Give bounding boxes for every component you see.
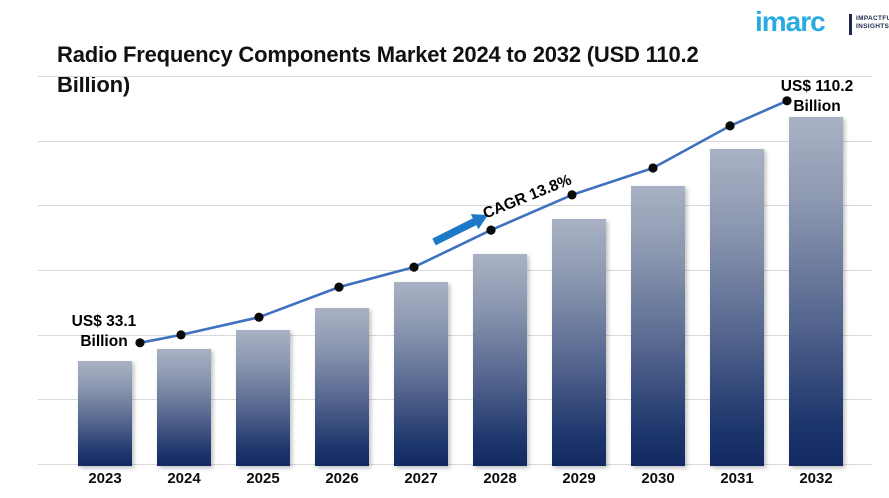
x-axis-label-2027: 2027 <box>404 470 438 487</box>
bar-2031 <box>710 149 764 466</box>
cagr-arrow-icon <box>432 214 488 246</box>
data-point-dot <box>648 163 658 173</box>
data-point-dot <box>409 262 419 272</box>
data-point-dot <box>486 225 496 235</box>
bar-2032 <box>789 116 843 466</box>
data-point-dot <box>254 312 264 322</box>
data-point-dot <box>176 330 186 340</box>
bar-2030 <box>631 185 685 466</box>
data-point-dot <box>334 282 344 292</box>
gridline <box>38 399 872 401</box>
imarc-logo-tagline: IMPACTFUL INSIGHTS <box>856 15 889 31</box>
x-axis-label-2025: 2025 <box>246 470 280 487</box>
bar-2026 <box>315 307 369 466</box>
logo-divider <box>849 14 852 35</box>
gridline <box>38 334 872 336</box>
x-axis-label-2031: 2031 <box>720 470 754 487</box>
imarc-logo: imarc IMPACTFUL INSIGHTS <box>755 6 889 46</box>
end-value-label: US$ 110.2 Billion <box>780 78 854 116</box>
x-axis-label-2023: 2023 <box>88 470 122 487</box>
gridline <box>38 464 872 465</box>
bar-2028 <box>473 253 527 466</box>
x-axis-label-2028: 2028 <box>483 470 517 487</box>
chart-title: Radio Frequency Components Market 2024 t… <box>57 42 699 97</box>
bar-2023 <box>78 361 132 466</box>
imarc-logo-brand: imarc <box>755 6 826 37</box>
x-axis-label-2029: 2029 <box>562 470 596 487</box>
bar-2025 <box>236 329 290 466</box>
bar-2024 <box>157 348 211 466</box>
gridline <box>38 140 872 142</box>
start-value-label: US$ 33.1 Billion <box>71 313 137 351</box>
bar-2027 <box>394 282 448 466</box>
x-axis-label-2026: 2026 <box>325 470 359 487</box>
data-point-dot <box>725 121 735 131</box>
gridline <box>38 205 872 207</box>
x-axis-label-2032: 2032 <box>799 470 833 487</box>
gridline <box>38 270 872 271</box>
x-axis-label-2024: 2024 <box>167 470 201 487</box>
data-point-dot <box>135 338 145 348</box>
gridline <box>38 76 872 77</box>
trend-line <box>139 99 788 345</box>
bar-2029 <box>552 218 606 466</box>
x-axis-label-2030: 2030 <box>641 470 675 487</box>
data-point-dot <box>567 190 577 200</box>
data-point-dot <box>782 96 792 106</box>
